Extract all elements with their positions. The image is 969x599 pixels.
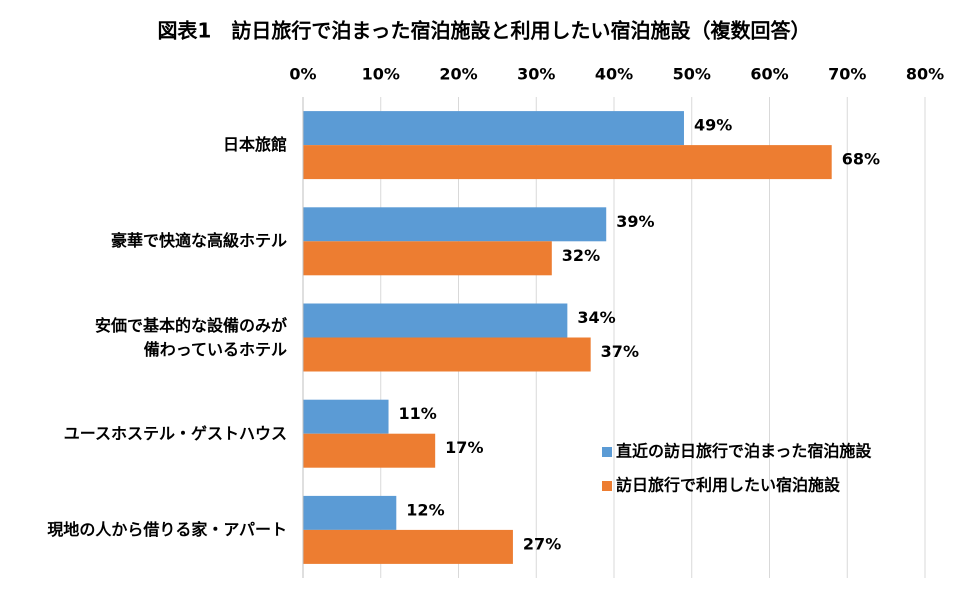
data-label: 27%	[523, 534, 561, 553]
x-tick-label: 80%	[906, 65, 944, 84]
data-label: 49%	[694, 116, 732, 135]
y-tick-label: 現地の人から借りる家・アパート	[47, 519, 287, 539]
data-label: 32%	[562, 246, 600, 265]
legend-swatch	[602, 447, 612, 457]
bar	[303, 303, 568, 338]
x-tick-label: 70%	[828, 65, 866, 84]
bar	[303, 207, 607, 242]
bar	[303, 399, 389, 434]
y-tick-label: 豪華で快適な高級ホテル	[110, 231, 287, 251]
legend-swatch	[602, 481, 612, 491]
bar	[303, 529, 513, 564]
data-label: 17%	[445, 438, 483, 457]
bar	[303, 111, 684, 146]
legend-label: 訪日旅行で利用したい宿泊施設	[616, 476, 841, 495]
data-label: 37%	[601, 342, 639, 361]
bar	[303, 241, 552, 276]
chart-title: 図表1 訪日旅行で泊まった宿泊施設と利用したい宿泊施設（複数回答）	[157, 19, 810, 43]
x-tick-label: 40%	[595, 65, 633, 84]
bar	[303, 495, 397, 530]
bar	[303, 337, 591, 372]
data-label: 68%	[842, 150, 880, 169]
data-label: 39%	[616, 212, 654, 231]
x-tick-label: 50%	[673, 65, 711, 84]
legend-label: 直近の訪日旅行で泊まった宿泊施設	[616, 442, 872, 461]
y-tick-label: 日本旅館	[222, 135, 287, 155]
y-tick-label: ユースホステル・ゲストハウス	[63, 423, 287, 443]
data-label: 11%	[399, 404, 437, 423]
x-tick-label: 30%	[517, 65, 555, 84]
bar	[303, 145, 832, 180]
data-label: 34%	[577, 308, 615, 327]
x-tick-label: 0%	[289, 65, 316, 84]
y-tick-label: 安価で基本的な設備のみが 備わっているホテル	[94, 315, 287, 359]
bar	[303, 433, 436, 468]
data-label: 12%	[406, 500, 444, 519]
x-tick-label: 20%	[439, 65, 477, 84]
x-tick-label: 10%	[362, 65, 400, 84]
x-tick-label: 60%	[750, 65, 788, 84]
